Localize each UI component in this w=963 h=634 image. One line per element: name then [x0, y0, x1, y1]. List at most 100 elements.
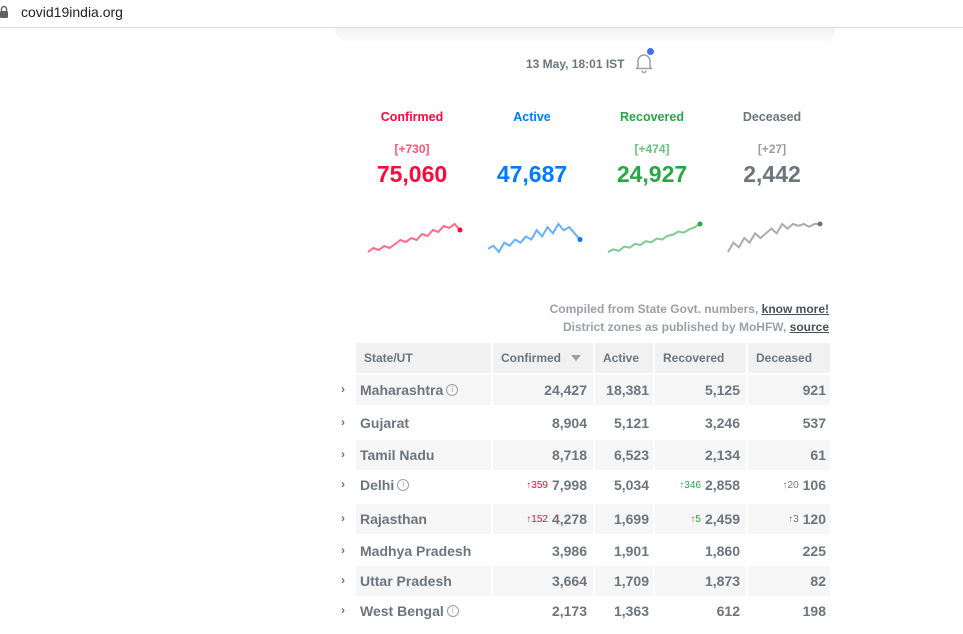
cell-confirmed: 2,173 [551, 603, 587, 619]
cell-state[interactable]: Tamil Nadu [356, 440, 491, 470]
cell-recovered: 2,134 [655, 440, 746, 470]
sparkline-deceased[interactable] [726, 212, 826, 262]
cell-active: 6,523 [595, 440, 653, 470]
cell-deceased: 921 [748, 375, 830, 405]
sparkline-path [487, 222, 581, 254]
sparkline-endpoint [697, 221, 703, 227]
table-row[interactable]: › Uttar Pradesh 3,664 1,709 1,873 82 [335, 564, 835, 596]
cell-deceased: ↑20 106 [782, 477, 826, 493]
level-label: Confirmed [380, 110, 444, 124]
cell-confirmed: ↑359 7,998 [526, 477, 587, 493]
delta-deceased: ↑20 [782, 479, 799, 491]
cell-deceased: 198 [802, 603, 826, 619]
cell-state[interactable]: Delhi i [356, 470, 491, 500]
expand-chevron-icon[interactable]: › [341, 415, 345, 429]
header-deceased[interactable]: Deceased [748, 343, 830, 373]
cell-active: 18,381 [595, 375, 653, 405]
cell-confirmed: 8,718 [493, 440, 593, 470]
table-row[interactable]: › West Bengal i 2,173 1,363 612 198 [335, 594, 835, 627]
note-text: Compiled from State Govt. numbers, [549, 302, 759, 316]
table-row[interactable]: › Maharashtra i 24,427 18,381 5,125 921 [335, 373, 835, 406]
expand-chevron-icon[interactable]: › [341, 382, 345, 396]
browser-address-bar[interactable]: covid19india.org [0, 0, 963, 28]
level-total: 75,060 [376, 161, 448, 187]
cell-deceased: 225 [802, 543, 826, 559]
expand-chevron-icon[interactable]: › [341, 477, 345, 491]
sparkline-path [727, 222, 820, 253]
cell-state[interactable]: Rajasthan [356, 504, 491, 534]
table-row[interactable]: › Delhi i ↑359 7,998 5,034 ↑346 2,858 ↑20 106 [335, 468, 835, 502]
sparkline-active[interactable] [486, 212, 586, 262]
sparkline-endpoint [577, 237, 583, 243]
expand-chevron-icon[interactable]: › [341, 603, 345, 617]
cell-deceased: 537 [802, 415, 826, 431]
cell-active: 1,363 [613, 603, 649, 619]
sparkline-recovered[interactable] [606, 212, 706, 262]
table-body: › Maharashtra i 24,427 18,381 5,125 921 › Gujara… [335, 373, 835, 627]
cell-recovered: 3,246 [704, 415, 740, 431]
table-header: State/UT Confirmed Active Recovered Dece… [335, 341, 835, 373]
info-icon[interactable]: i [446, 384, 459, 396]
cell-state[interactable]: Uttar Pradesh [356, 566, 491, 596]
level-total: 24,927 [616, 161, 688, 187]
level-recovered: Recovered [+474] 24,927 [592, 110, 712, 188]
cell-recovered: 612 [716, 603, 740, 619]
expand-chevron-icon[interactable]: › [341, 543, 345, 557]
note-text: District zones as published by MoHFW, [562, 320, 787, 334]
cell-confirmed: ↑152 4,278 [493, 504, 593, 534]
url-text[interactable]: covid19india.org [21, 4, 123, 20]
state-table: State/UT Confirmed Active Recovered Dece… [335, 341, 835, 627]
level-delta: [+730] [394, 142, 430, 156]
nav-shadow [335, 28, 835, 44]
sparkline-path [607, 223, 701, 253]
table-row[interactable]: › Rajasthan ↑152 4,278 1,699 ↑5 2,459 ↑3 120 [335, 502, 835, 534]
level-total: 47,687 [496, 161, 568, 187]
source-notes: Compiled from State Govt. numbers, know … [550, 300, 829, 336]
cell-state[interactable]: Madhya Pradesh [360, 543, 472, 559]
cell-confirmed: 3,664 [493, 566, 593, 596]
header-recovered[interactable]: Recovered [655, 343, 746, 373]
info-icon[interactable]: i [446, 605, 459, 617]
expand-chevron-icon[interactable]: › [341, 573, 345, 587]
cell-deceased: 82 [748, 566, 830, 596]
cell-state[interactable]: West Bengal i [356, 596, 491, 626]
cell-active: 5,034 [613, 477, 649, 493]
level-label: Active [513, 110, 551, 124]
table-row[interactable]: › Madhya Pradesh 3,986 1,901 1,860 225 [335, 534, 835, 564]
cell-state[interactable]: Gujarat [360, 415, 410, 431]
source-link[interactable]: source [789, 320, 829, 334]
know-more-link[interactable]: know more! [761, 302, 829, 316]
sparkline-endpoint [817, 221, 823, 227]
info-icon[interactable]: i [397, 479, 410, 491]
level-label: Deceased [742, 110, 802, 124]
delta-confirmed: ↑152 [526, 513, 548, 525]
cell-state[interactable]: Maharashtra i [356, 375, 491, 405]
level-delta [472, 142, 592, 158]
level-total: 2,442 [743, 161, 801, 187]
header-active[interactable]: Active [595, 343, 653, 373]
level-label: Recovered [620, 110, 684, 124]
sparkline-confirmed[interactable] [366, 212, 466, 262]
lock-icon [0, 5, 8, 18]
header-state[interactable]: State/UT [356, 343, 491, 373]
cell-confirmed: 24,427 [493, 375, 593, 405]
expand-chevron-icon[interactable]: › [341, 447, 345, 461]
table-row[interactable]: › Gujarat 8,904 5,121 3,246 537 [335, 406, 835, 438]
table-row[interactable]: › Tamil Nadu 8,718 6,523 2,134 61 [335, 438, 835, 470]
delta-recovered: ↑5 [690, 513, 701, 525]
sparkline-path [367, 222, 461, 253]
header-confirmed[interactable]: Confirmed [493, 343, 593, 373]
cell-active: 5,121 [613, 415, 649, 431]
delta-confirmed: ↑359 [526, 479, 548, 491]
cell-recovered: 1,873 [655, 566, 746, 596]
bell-icon[interactable] [634, 52, 654, 74]
cell-recovered: ↑346 2,858 [679, 477, 740, 493]
level-confirmed: Confirmed [+730] 75,060 [352, 110, 472, 188]
expand-chevron-icon[interactable]: › [341, 511, 345, 525]
cell-active: 1,699 [595, 504, 653, 534]
sparkline-endpoint [457, 227, 463, 233]
cell-recovered: ↑5 2,459 [655, 504, 746, 534]
cell-recovered: 5,125 [655, 375, 746, 405]
cell-active: 1,709 [595, 566, 653, 596]
delta-deceased: ↑3 [788, 513, 799, 525]
